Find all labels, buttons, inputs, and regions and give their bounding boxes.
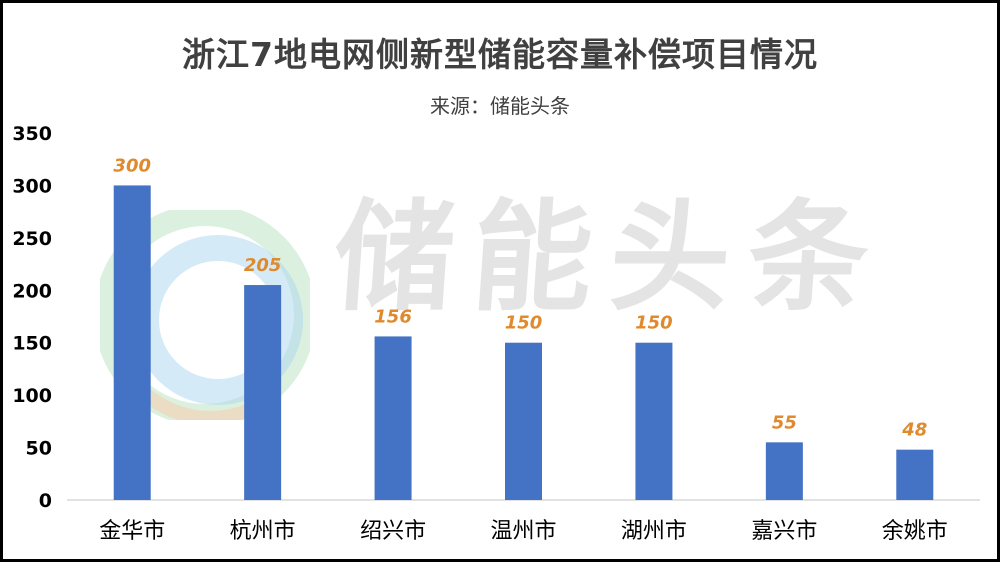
y-tick-label: 150 bbox=[12, 333, 52, 355]
bars bbox=[113, 185, 934, 500]
y-axis-ticks: 0 50 100 150 200 250 300 350 bbox=[12, 123, 52, 512]
data-label: 205 bbox=[244, 255, 282, 276]
data-label: 48 bbox=[901, 420, 927, 441]
x-tick-label: 杭州市 bbox=[230, 519, 296, 544]
data-label: 300 bbox=[113, 155, 151, 176]
x-axis-ticks: 金华市 杭州市 绍兴市 温州市 湖州市 嘉兴市 余姚市 bbox=[99, 519, 948, 544]
bar bbox=[113, 185, 151, 500]
y-tick-label: 250 bbox=[12, 228, 52, 250]
y-tick-label: 300 bbox=[12, 175, 52, 197]
x-tick-label: 湖州市 bbox=[621, 519, 687, 544]
bar bbox=[896, 449, 934, 500]
chart-title: 浙江7地电网侧新型储能容量补偿项目情况 bbox=[182, 35, 818, 74]
y-tick-label: 200 bbox=[12, 280, 52, 302]
chart-source: 来源：储能头条 bbox=[430, 94, 570, 118]
y-tick-label: 100 bbox=[12, 385, 52, 407]
y-tick-label: 0 bbox=[39, 490, 52, 512]
bar bbox=[244, 285, 282, 500]
data-label: 156 bbox=[374, 306, 412, 327]
x-tick-label: 余姚市 bbox=[882, 519, 948, 544]
data-labels: 300 205 156 150 150 55 48 bbox=[113, 155, 927, 440]
bar bbox=[635, 342, 673, 500]
bar bbox=[505, 342, 542, 500]
bar bbox=[765, 442, 803, 500]
data-label: 55 bbox=[772, 412, 797, 433]
x-tick-label: 嘉兴市 bbox=[751, 519, 817, 544]
data-label: 150 bbox=[505, 313, 543, 334]
x-tick-label: 金华市 bbox=[99, 519, 165, 544]
y-tick-label: 50 bbox=[26, 438, 52, 460]
y-tick-label: 350 bbox=[12, 123, 52, 145]
data-label: 150 bbox=[635, 313, 673, 334]
x-tick-label: 温州市 bbox=[490, 519, 556, 544]
bar bbox=[374, 336, 412, 500]
x-tick-label: 绍兴市 bbox=[360, 519, 426, 544]
